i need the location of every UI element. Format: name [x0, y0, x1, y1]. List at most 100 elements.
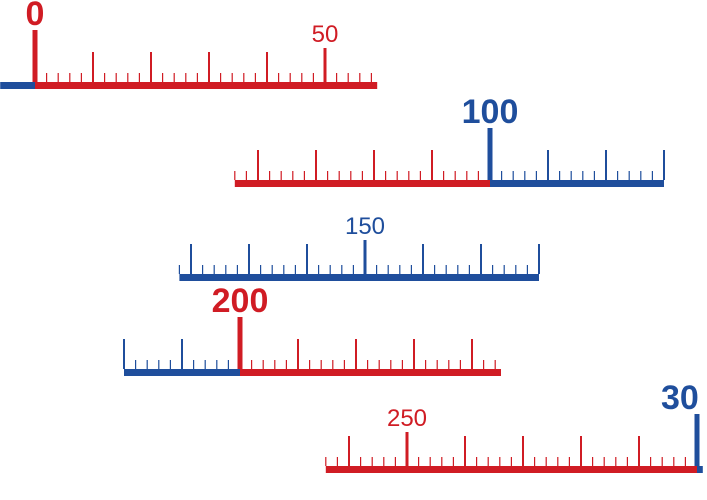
medium-tick [92, 52, 94, 82]
baseline-segment [490, 180, 664, 187]
medium-tick [638, 436, 640, 466]
minor-tick [524, 171, 526, 180]
minor-tick [289, 73, 291, 82]
minor-tick [434, 265, 436, 274]
medium-tick [123, 339, 125, 369]
minor-tick [234, 171, 236, 180]
minor-tick [269, 171, 271, 180]
minor-tick [459, 360, 461, 369]
minor-tick [347, 73, 349, 82]
medium-tick [522, 436, 524, 466]
minor-tick [570, 171, 572, 180]
baseline-segment [240, 369, 501, 376]
baseline-segment [697, 466, 703, 473]
minor-tick [104, 73, 106, 82]
minor-tick [292, 171, 294, 180]
minor-tick [220, 73, 222, 82]
minor-tick [332, 360, 334, 369]
minor-tick [526, 265, 528, 274]
medium-tick [605, 150, 607, 180]
minor-tick [309, 360, 311, 369]
minor-tick [545, 457, 547, 466]
minor-tick [535, 171, 537, 180]
minor-tick [312, 73, 314, 82]
minor-tick [231, 73, 233, 82]
ruler-row-2: 100 [234, 93, 665, 187]
minor-tick [592, 457, 594, 466]
minor-tick [452, 457, 454, 466]
minor-tick [138, 73, 140, 82]
minor-tick [593, 171, 595, 180]
medium-tick [306, 244, 308, 274]
minor-tick [329, 265, 331, 274]
minor-tick [441, 457, 443, 466]
minor-tick [80, 73, 82, 82]
minor-tick [443, 171, 445, 180]
minor-tick [251, 360, 253, 369]
minor-tick [410, 265, 412, 274]
hundred-tick [694, 414, 700, 466]
minor-tick [320, 360, 322, 369]
minor-tick [466, 171, 468, 180]
minor-tick [483, 360, 485, 369]
medium-tick [663, 150, 665, 180]
medium-tick [464, 436, 466, 466]
minor-tick [385, 171, 387, 180]
minor-tick [196, 73, 198, 82]
minor-tick [254, 73, 256, 82]
tick-label-200: 200 [212, 282, 269, 320]
minor-tick [343, 360, 345, 369]
minor-tick [615, 457, 617, 466]
minor-tick [371, 457, 373, 466]
minor-tick [243, 73, 245, 82]
minor-tick [301, 73, 303, 82]
minor-tick [193, 360, 195, 369]
minor-tick [673, 457, 675, 466]
medium-tick [413, 339, 415, 369]
minor-tick [327, 171, 329, 180]
minor-tick [262, 360, 264, 369]
minor-tick [394, 457, 396, 466]
minor-tick [582, 171, 584, 180]
minor-tick [501, 171, 503, 180]
medium-tick [257, 150, 259, 180]
minor-tick [283, 265, 285, 274]
minor-tick [603, 457, 605, 466]
major-tick [405, 432, 409, 466]
hundred-tick [487, 128, 493, 180]
hundred-tick [237, 317, 243, 369]
minor-tick [476, 457, 478, 466]
minor-tick [260, 265, 262, 274]
tick-label-50: 50 [312, 21, 339, 48]
minor-tick [202, 265, 204, 274]
minor-tick [503, 265, 505, 274]
medium-tick [471, 339, 473, 369]
minor-tick [185, 73, 187, 82]
minor-tick [204, 360, 206, 369]
minor-tick [418, 457, 420, 466]
minor-tick [361, 171, 363, 180]
medium-tick [150, 52, 152, 82]
baseline-segment [35, 82, 378, 89]
minor-tick [512, 171, 514, 180]
minor-tick [378, 360, 380, 369]
tick-label-0: 0 [26, 0, 45, 33]
minor-tick [650, 457, 652, 466]
minor-tick [115, 73, 117, 82]
major-tick [323, 48, 327, 82]
minor-tick [146, 360, 148, 369]
minor-tick [559, 171, 561, 180]
minor-tick [510, 457, 512, 466]
minor-tick [341, 265, 343, 274]
tick-label-300: 30 [661, 379, 699, 417]
minor-tick [285, 360, 287, 369]
baseline-segment [234, 180, 490, 187]
baseline-segment [179, 274, 539, 281]
tick-label-100: 100 [462, 93, 519, 131]
medium-tick [431, 150, 433, 180]
medium-tick [248, 244, 250, 274]
minor-tick [492, 265, 494, 274]
minor-tick [425, 360, 427, 369]
minor-tick [628, 171, 630, 180]
